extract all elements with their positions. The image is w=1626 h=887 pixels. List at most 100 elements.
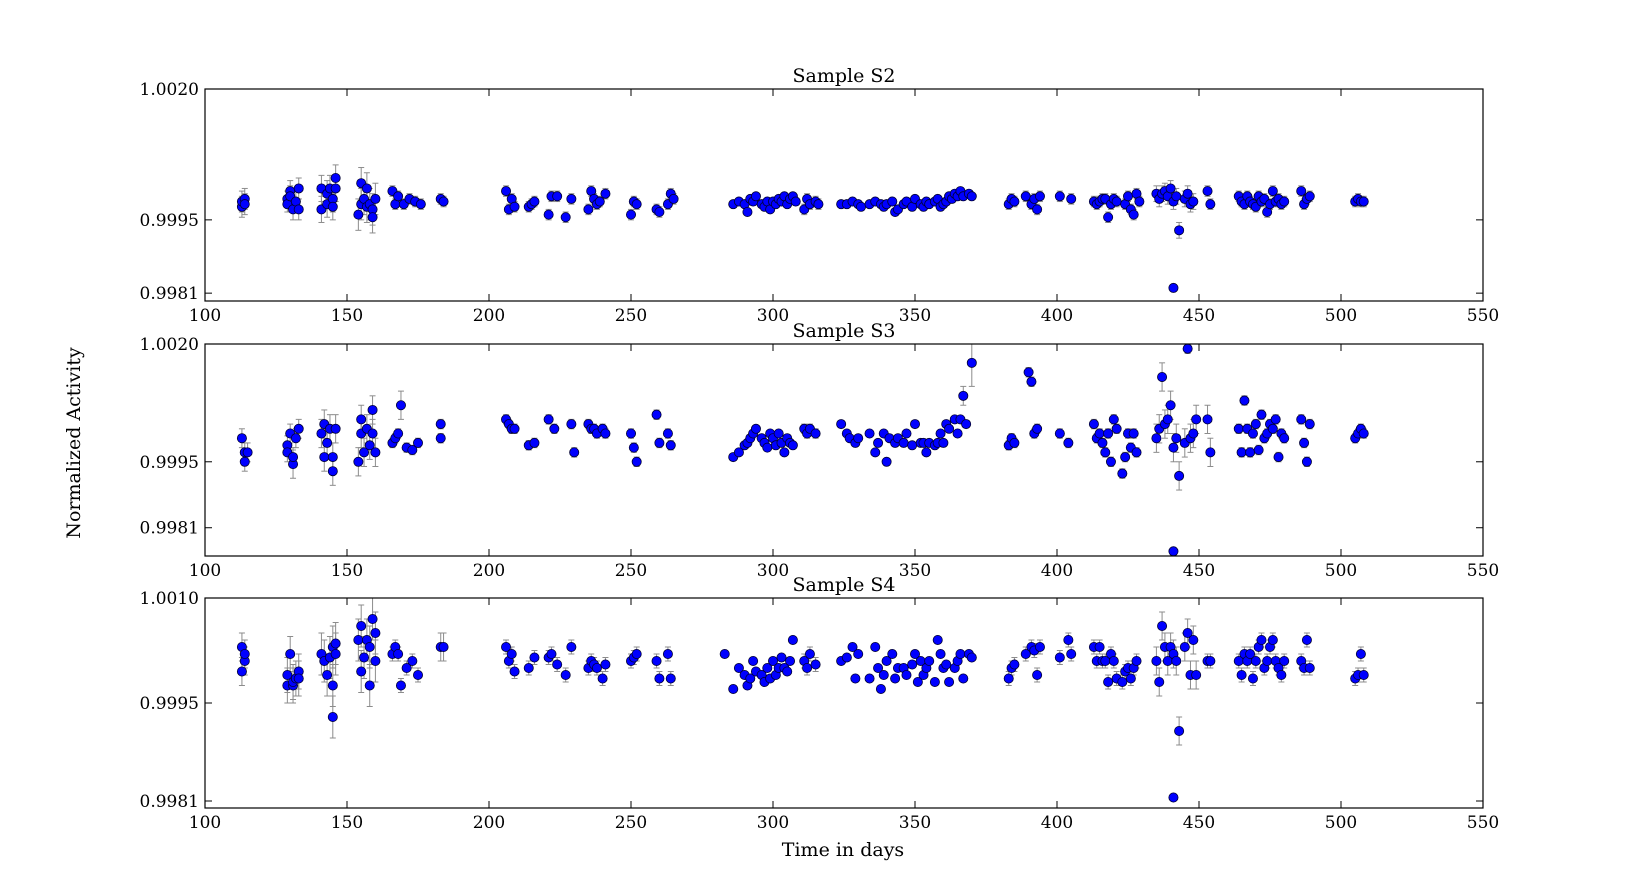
data-point [395,680,406,691]
data-point [1256,635,1267,646]
data-point [1279,433,1290,444]
data-point [356,414,367,425]
data-point [1233,423,1244,434]
data-point [768,656,779,667]
data-point [1020,191,1031,202]
y-tick-label: 0.9995 [140,211,199,231]
y-tick-label: 0.9981 [140,519,199,539]
data-point [935,649,946,660]
plot-frame [204,88,1484,302]
data-point [1358,428,1369,439]
data-point [1304,191,1315,202]
data-point [881,456,892,467]
data-point [600,659,611,670]
data-point [1032,204,1043,215]
data-point [1026,376,1037,387]
data-point [654,437,665,448]
data-point [787,440,798,451]
y-tick-label: 0.9981 [140,284,199,304]
x-tick-label: 500 [1325,306,1357,326]
chart-panel-2: Sample S3 100 150 200 250 300 350 400 450 500 550 1… [140,320,1500,581]
data-point [364,680,375,691]
data-point [745,673,756,684]
data-point [549,423,560,434]
data-point [853,433,864,444]
data-point [364,440,375,451]
data-point [651,409,662,420]
y-tick-label: 1.0020 [140,335,199,355]
data-point [239,456,250,467]
x-axis-label: Time in days [782,839,904,861]
data-point [1276,670,1287,681]
y-tick-label: 1.0010 [140,589,199,609]
data-point [367,428,378,439]
data-point [887,649,898,660]
data-point [1003,673,1014,684]
data-point [850,673,861,684]
data-point [958,390,969,401]
data-point [529,437,540,448]
data-point [1168,792,1179,803]
data-point [1304,663,1315,674]
data-point [546,649,557,660]
data-point [359,652,370,663]
data-point [327,452,338,463]
data-point [1032,423,1043,434]
x-tick-label: 250 [615,813,647,833]
x-tick-label: 350 [899,306,931,326]
data-point [912,677,923,688]
data-point [316,428,327,439]
data-point [1205,656,1216,667]
data-point [1023,367,1034,378]
data-point [910,419,921,430]
data-point [1171,433,1182,444]
data-point [1168,546,1179,556]
x-tick-label: 350 [899,813,931,833]
data-point [1358,670,1369,681]
data-point [941,659,952,670]
data-point [370,447,381,458]
x-tick-label: 100 [189,813,221,833]
data-point [628,442,639,453]
data-point [1054,428,1065,439]
data-point [1100,447,1111,458]
data-point [407,444,418,455]
data-point [790,196,801,207]
data-point [1103,677,1114,688]
data-point [566,193,577,204]
data-point [932,635,943,646]
data-point [1273,452,1284,463]
data-point [438,196,449,207]
data-point [958,673,969,684]
data-point [569,447,580,458]
data-point [600,188,611,199]
data-point [242,447,253,458]
data-point [560,670,571,681]
data-point [353,209,364,220]
data-point [1355,649,1366,660]
data-point [566,642,577,653]
data-point [804,649,815,660]
data-point [719,649,730,660]
data-point [353,456,364,467]
data-point [1054,191,1065,202]
x-tick-label: 550 [1467,306,1499,326]
data-point [282,670,293,681]
data-point [293,423,304,434]
data-point [1358,196,1369,207]
data-point [1151,433,1162,444]
data-point [1088,419,1099,430]
data-point [853,649,864,660]
data-point [1239,395,1250,406]
data-point [1165,400,1176,411]
data-point [1168,282,1179,293]
data-point [353,635,364,646]
data-point [1123,191,1134,202]
data-point [509,666,520,677]
data-point [662,428,673,439]
chart-panel-1: Sample S2 100 150 200 250 300 350 400 450 500 550 1… [140,65,1500,326]
x-tick-label: 150 [331,561,363,581]
x-tick-label: 250 [615,306,647,326]
x-tick-label: 500 [1325,561,1357,581]
